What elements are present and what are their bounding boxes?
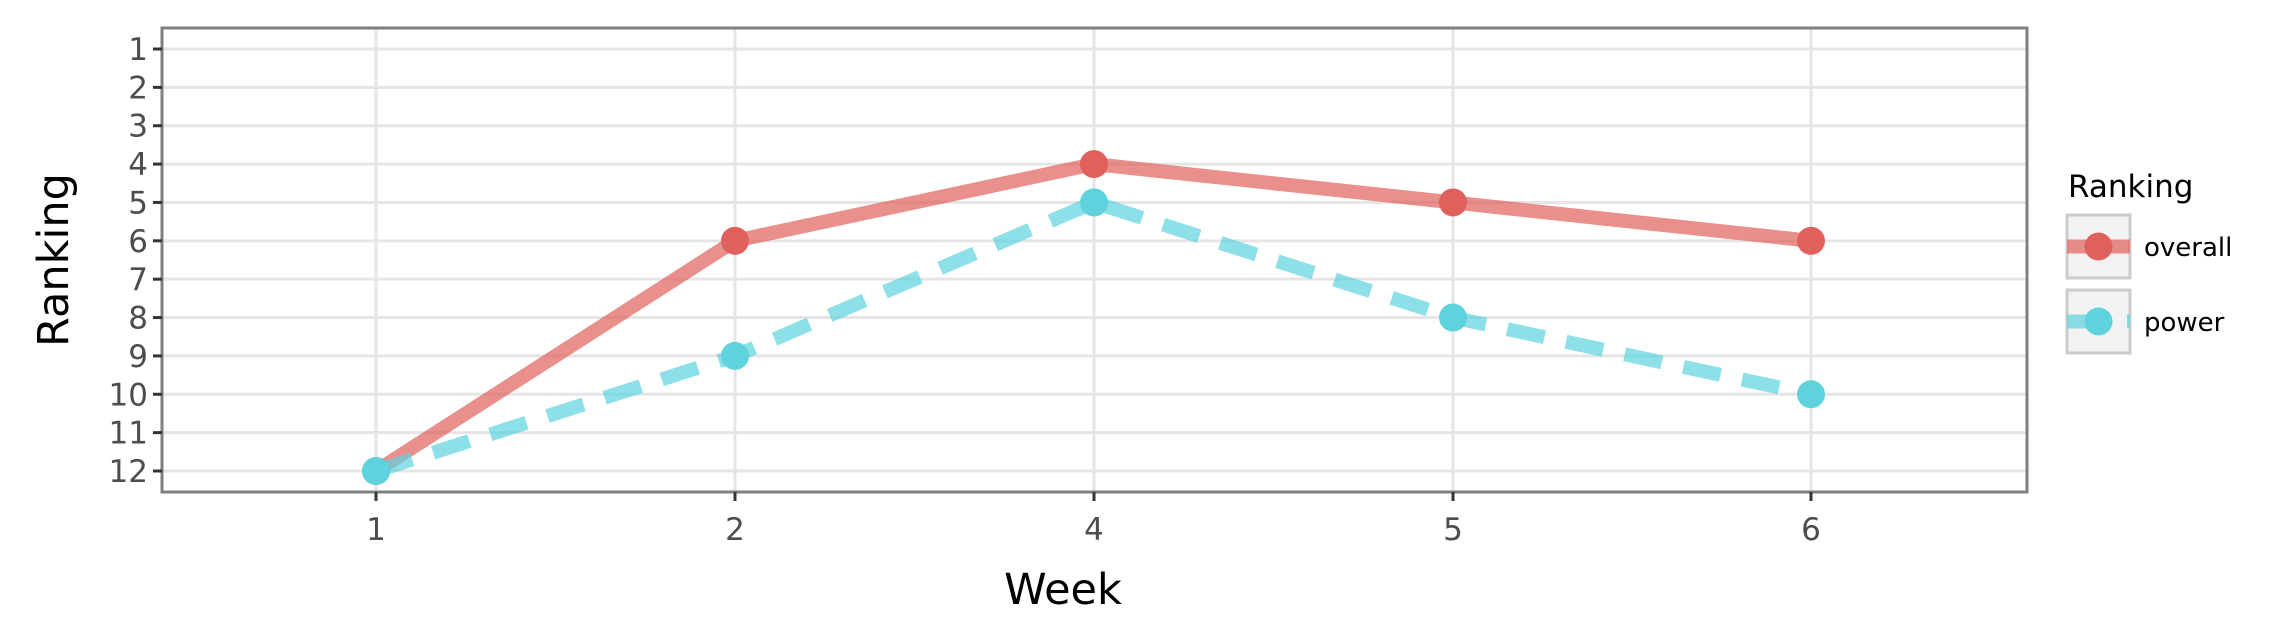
y-tick-label: 6 bbox=[128, 224, 148, 260]
x-tick-label: 6 bbox=[1801, 512, 1821, 548]
y-tick-label: 8 bbox=[128, 301, 148, 337]
series-line-power bbox=[373, 195, 1813, 478]
y-tick-label: 11 bbox=[109, 416, 148, 452]
legend-key-point bbox=[2084, 307, 2113, 336]
x-tick-label: 5 bbox=[1443, 512, 1463, 548]
y-tick-label: 3 bbox=[128, 109, 148, 145]
data-point-power bbox=[1439, 303, 1467, 332]
legend-label-power: power bbox=[2144, 308, 2225, 338]
y-tick-label: 10 bbox=[109, 377, 148, 413]
legend-title: Ranking bbox=[2068, 169, 2193, 205]
data-point-overall bbox=[1439, 188, 1467, 217]
x-tick-label: 4 bbox=[1084, 512, 1104, 548]
y-tick-label: 2 bbox=[128, 70, 148, 106]
x-axis-ticks: 1 2 4 5 6 bbox=[366, 492, 1821, 548]
y-tick-label: 7 bbox=[128, 262, 148, 298]
y-tick-label: 4 bbox=[128, 147, 148, 183]
y-axis-title: Ranking bbox=[29, 173, 79, 347]
legend-label-overall: overall bbox=[2144, 233, 2232, 263]
x-tick-label: 1 bbox=[366, 512, 386, 548]
legend-items: overall power bbox=[2065, 213, 2232, 355]
legend-key-point bbox=[2084, 232, 2113, 261]
data-point-overall bbox=[1080, 150, 1108, 179]
y-tick-label: 1 bbox=[128, 32, 148, 68]
y-tick-label: 9 bbox=[128, 339, 148, 375]
data-point-overall bbox=[1797, 226, 1825, 255]
series-points bbox=[362, 150, 1825, 485]
x-tick-label: 2 bbox=[725, 512, 745, 548]
data-point-overall bbox=[721, 226, 749, 255]
data-point-power bbox=[1797, 380, 1825, 409]
x-gridlines bbox=[374, 28, 1813, 492]
legend: Ranking overall power bbox=[2065, 169, 2232, 355]
y-tick-label: 12 bbox=[109, 454, 148, 490]
data-point-power bbox=[1080, 188, 1108, 217]
legend-key-overall bbox=[2065, 213, 2132, 280]
y-tick-label: 5 bbox=[128, 185, 148, 221]
data-point-power bbox=[362, 457, 390, 485]
x-axis-title: Week bbox=[1004, 565, 1122, 615]
data-point-power bbox=[721, 341, 749, 370]
legend-key-power bbox=[2065, 288, 2132, 355]
